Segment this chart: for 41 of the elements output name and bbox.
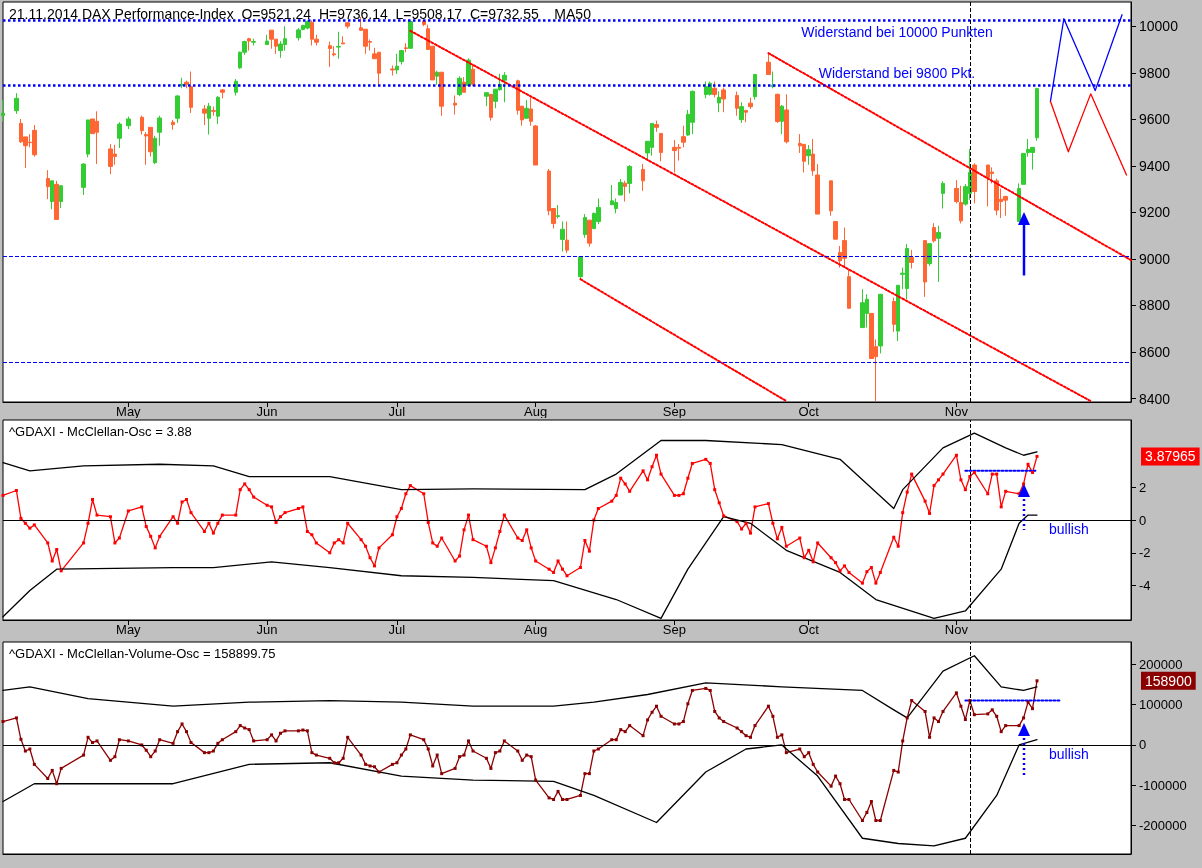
- x-tick-label: May: [116, 404, 142, 419]
- x-tick-label: Jul: [388, 622, 406, 637]
- y-tick-label: -200000: [1139, 818, 1187, 834]
- x-tick-label: Sep: [662, 622, 686, 637]
- y-tick-label: 2: [1139, 479, 1147, 495]
- text: 158900: [1145, 672, 1192, 689]
- ref-line-label: Widerstand bei 10000 Punkten: [801, 24, 993, 41]
- y-tick-label: 0: [1139, 512, 1147, 528]
- y-tick-label: 10000: [1139, 18, 1179, 35]
- y-tick-label: -100000: [1139, 777, 1187, 793]
- x-tick-label: Jul: [388, 404, 406, 419]
- y-tick-label: 8600: [1139, 344, 1171, 360]
- annotation: bullish: [1049, 521, 1089, 537]
- ref-line-label: Widerstand bei 9800 Pkt.: [818, 65, 976, 82]
- x-tick-label: Jun: [256, 404, 278, 419]
- x-tick-label: Aug: [524, 404, 548, 419]
- y-tick-label: 100000: [1139, 697, 1183, 713]
- y-tick-label: 9000: [1139, 250, 1171, 267]
- chart-title: ^GDAXI - McClellan-Volume-Osc = 158899.75: [9, 646, 276, 661]
- x-tick-label: Sep: [662, 404, 686, 419]
- y-tick-label: 9800: [1139, 64, 1171, 81]
- x-tick-label: Oct: [798, 622, 820, 637]
- y-tick-label: -2: [1139, 545, 1151, 561]
- y-tick-label: 9400: [1139, 157, 1171, 174]
- y-tick-label: 0: [1139, 737, 1147, 753]
- chart-title: ^GDAXI - McClellan-Osc = 3.88: [9, 424, 192, 439]
- x-tick-label: Nov: [944, 404, 969, 419]
- x-tick-label: Nov: [944, 622, 969, 637]
- x-tick-label: Aug: [524, 622, 548, 637]
- x-tick-label: May: [116, 622, 142, 637]
- text: 3.87965: [1145, 448, 1196, 465]
- y-tick-label: -4: [1139, 578, 1151, 594]
- y-tick-label: 9600: [1139, 111, 1171, 128]
- chart-title: 21.11.2014 DAX Performance-Index O=9521.24 H=9736.14 L=9508.17 C=9732.55 MA50: [9, 6, 592, 22]
- y-tick-label: 8800: [1139, 297, 1171, 314]
- y-tick-label: 8400: [1139, 390, 1171, 407]
- y-tick-label: 200000: [1139, 656, 1183, 672]
- x-tick-label: Oct: [798, 404, 820, 419]
- annotation: bullish: [1049, 745, 1089, 762]
- x-tick-label: Jun: [256, 622, 278, 637]
- y-tick-label: 9200: [1139, 204, 1171, 221]
